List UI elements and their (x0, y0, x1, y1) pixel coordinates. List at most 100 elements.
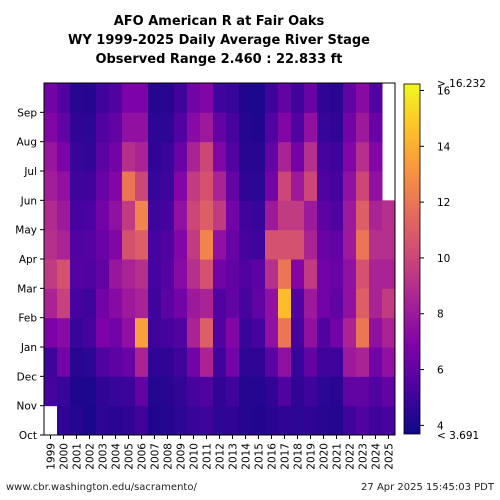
heatmap-cell-2013-dec (226, 347, 240, 377)
heatmap-cell-2001-jun (70, 171, 84, 201)
x-tick-label-2001: 2001 (72, 443, 84, 470)
heatmap-cell-2003-feb (96, 288, 110, 319)
heatmap-cell-2009-jul (174, 141, 188, 172)
heatmap-cell-2017-jul (278, 141, 292, 172)
heatmap-cell-2011-dec (200, 347, 214, 377)
heatmap-cell-2003-dec (96, 347, 110, 377)
heatmap-cell-2008-mar (161, 259, 175, 289)
heatmap-cell-2004-feb (109, 288, 123, 319)
heatmap-cell-2025-jan (382, 317, 396, 348)
x-tick-label-2011: 2011 (202, 443, 214, 470)
heatmap-cell-2024-mar (369, 259, 383, 289)
heatmap-cell-2023-jun (356, 171, 370, 201)
heatmap-cell-2014-jul (239, 141, 253, 172)
heatmap-cell-2015-dec (252, 347, 266, 377)
heatmap-cell-2012-oct (213, 405, 227, 436)
heatmap-cell-2025-dec (382, 347, 396, 377)
heatmap-cell-2000-oct (57, 405, 71, 436)
heatmap-cell-2014-jun (239, 171, 253, 201)
heatmap-cell-2000-apr (57, 229, 71, 260)
heatmap-cell-2022-nov (343, 376, 357, 407)
heatmap-cell-2020-nov (317, 376, 331, 407)
heatmap-cell-2018-jul (291, 141, 305, 172)
y-tick-label-dec: Dec (17, 371, 38, 383)
x-tick-label-2006: 2006 (137, 443, 149, 470)
heatmap-cell-2012-dec (213, 347, 227, 377)
heatmap-cell-2020-jun (317, 171, 331, 201)
heatmap-cell-2016-feb (265, 288, 279, 319)
heatmap-cell-2004-sep (109, 83, 123, 113)
heatmap-cell-2016-mar (265, 259, 279, 289)
heatmap-cell-1999-aug (44, 112, 58, 143)
heatmap-cell-2011-jul (200, 141, 214, 172)
heatmap-cell-2010-may (187, 200, 201, 231)
heatmap-cell-2009-apr (174, 229, 188, 260)
heatmap-cell-2003-jun (96, 171, 110, 201)
heatmap-cell-2025-mar (382, 259, 396, 289)
x-tick-label-2009: 2009 (176, 443, 188, 470)
heatmap-cell-2012-jan (213, 317, 227, 348)
heatmap-cell-2000-jan (57, 317, 71, 348)
x-axis: 1999 2000 2001 2002 2003 2004 2005 2006 2007 2008… (46, 435, 396, 470)
heatmap-cell-2008-jun (161, 171, 175, 201)
colorbar-tick-label-14: 14 (437, 141, 451, 153)
heatmap-cell-2000-sep (57, 83, 71, 113)
heatmap-cell-2013-aug (226, 112, 240, 143)
heatmap-cell-2000-mar (57, 259, 71, 289)
heatmap-cell-1999-dec (44, 347, 58, 377)
heatmap-cell-2021-oct (330, 405, 344, 436)
heatmap-cell-2000-feb (57, 288, 71, 319)
heatmap-cell-2014-nov (239, 376, 253, 407)
heatmap-cell-2009-jan (174, 317, 188, 348)
x-tick-label-2014: 2014 (241, 443, 253, 470)
heatmap-cell-2008-jan (161, 317, 175, 348)
heatmap-cell-2002-jan (83, 317, 97, 348)
heatmap-cell-2022-apr (343, 229, 357, 260)
heatmap-cell-2009-aug (174, 112, 188, 143)
heatmap-cell-1999-jan (44, 317, 58, 348)
heatmap-cell-2013-may (226, 200, 240, 231)
heatmap-cell-2024-apr (369, 229, 383, 260)
heatmap-cell-2016-oct (265, 405, 279, 436)
heatmap-cell-2021-jan (330, 317, 344, 348)
title-line-2: WY 1999-2025 Daily Average River Stage (68, 33, 370, 48)
heatmap-cell-2011-nov (200, 376, 214, 407)
heatmap-cell-2015-oct (252, 405, 266, 436)
heatmap-cell-2014-jan (239, 317, 253, 348)
heatmap-cell-2003-may (96, 200, 110, 231)
heatmap-cell-2024-aug (369, 112, 383, 143)
heatmap-cell-2007-apr (148, 229, 162, 260)
heatmap-cell-2005-mar (122, 259, 136, 289)
colorbar-gradient (403, 83, 421, 435)
heatmap-cell-2017-dec (278, 347, 292, 377)
heatmap-cell-2020-aug (317, 112, 331, 143)
footer-source[interactable]: www.cbr.washington.edu/sacramento/ (6, 482, 197, 493)
heatmap-cell-2015-aug (252, 112, 266, 143)
heatmap-cell-2007-mar (148, 259, 162, 289)
heatmap-cell-2012-sep (213, 83, 227, 113)
heatmap-cell-2018-sep (291, 83, 305, 113)
heatmap-cell-2024-jul (369, 141, 383, 172)
heatmap-cell-2011-sep (200, 83, 214, 113)
heatmap-cell-2003-aug (96, 112, 110, 143)
colorbar-tick-label-6: 6 (437, 365, 444, 377)
heatmap-cell-2003-oct (96, 405, 110, 436)
heatmap-cell-2016-nov (265, 376, 279, 407)
heatmap-cell-2004-nov (109, 376, 123, 407)
heatmap-cell-2011-aug (200, 112, 214, 143)
heatmap-cell-2021-aug (330, 112, 344, 143)
footer-timestamp: 27 Apr 2025 15:45:03 PDT (361, 482, 495, 493)
heatmap-cell-2021-may (330, 200, 344, 231)
heatmap-cell-2024-sep (369, 83, 383, 113)
heatmap-cell-2008-aug (161, 112, 175, 143)
heatmap-cell-2004-aug (109, 112, 123, 143)
heatmap-cell-2000-may (57, 200, 71, 231)
heatmap-cell-2018-nov (291, 376, 305, 407)
heatmap-cell-2011-oct (200, 405, 214, 436)
heatmap-cell-2005-nov (122, 376, 136, 407)
heatmap-cell-2022-aug (343, 112, 357, 143)
heatmap-cell-2013-apr (226, 229, 240, 260)
x-tick-label-2016: 2016 (267, 443, 279, 470)
heatmap-cell-2020-mar (317, 259, 331, 289)
heatmap-cell-2019-dec (304, 347, 318, 377)
